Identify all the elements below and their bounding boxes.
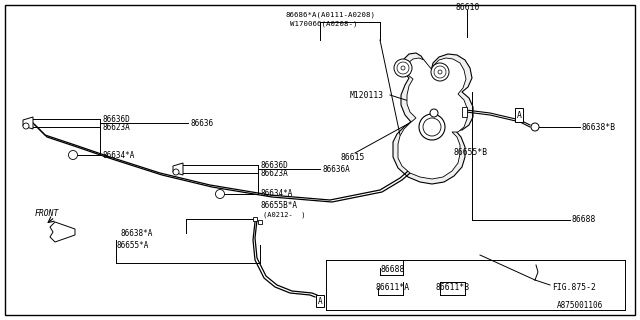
Circle shape (216, 189, 225, 198)
Circle shape (431, 63, 449, 81)
Text: A: A (516, 110, 522, 119)
Text: 86655B*A: 86655B*A (260, 201, 297, 210)
Text: 86611*B: 86611*B (435, 284, 469, 292)
Text: 86655*A: 86655*A (116, 241, 148, 250)
Circle shape (401, 66, 405, 70)
Circle shape (68, 150, 77, 159)
Text: 86623A: 86623A (260, 169, 288, 178)
Text: 86615: 86615 (340, 153, 364, 162)
Bar (253, 217, 257, 221)
Text: 86636D: 86636D (260, 161, 288, 170)
Polygon shape (23, 117, 33, 129)
Text: M120113: M120113 (350, 91, 384, 100)
Polygon shape (393, 53, 473, 184)
Text: 86611*A: 86611*A (375, 284, 409, 292)
Text: 86655*B: 86655*B (453, 148, 487, 156)
Text: 86610: 86610 (455, 3, 479, 12)
Text: 86638*B: 86638*B (582, 123, 616, 132)
Text: 86634*A: 86634*A (260, 189, 292, 198)
Circle shape (434, 66, 446, 78)
Circle shape (430, 109, 438, 117)
Text: 86688: 86688 (572, 215, 596, 225)
Bar (258, 220, 262, 224)
Text: FIG.875-2: FIG.875-2 (552, 283, 596, 292)
Text: A: A (317, 297, 323, 306)
Circle shape (438, 70, 442, 74)
Polygon shape (50, 222, 75, 242)
Text: 86638*A: 86638*A (120, 228, 152, 237)
Text: 86636D: 86636D (102, 115, 130, 124)
Text: A875001106: A875001106 (557, 301, 604, 310)
Polygon shape (173, 163, 183, 175)
Text: 86634*A: 86634*A (102, 150, 134, 159)
Text: 86623A: 86623A (102, 123, 130, 132)
Circle shape (423, 118, 441, 136)
Circle shape (394, 59, 412, 77)
Text: 86686*A(A0111-A0208): 86686*A(A0111-A0208) (285, 12, 375, 18)
Circle shape (419, 114, 445, 140)
Text: W170066(A0208-): W170066(A0208-) (290, 21, 358, 27)
Text: (A0212-  ): (A0212- ) (263, 212, 305, 218)
Text: 86688: 86688 (380, 266, 404, 275)
Circle shape (397, 62, 409, 74)
Circle shape (173, 169, 179, 175)
Circle shape (23, 123, 29, 129)
Polygon shape (398, 58, 467, 179)
Text: FRONT: FRONT (35, 210, 60, 219)
Bar (462, 107, 467, 117)
Text: 86636A: 86636A (322, 164, 349, 173)
Text: 86636: 86636 (190, 118, 213, 127)
Circle shape (531, 123, 539, 131)
